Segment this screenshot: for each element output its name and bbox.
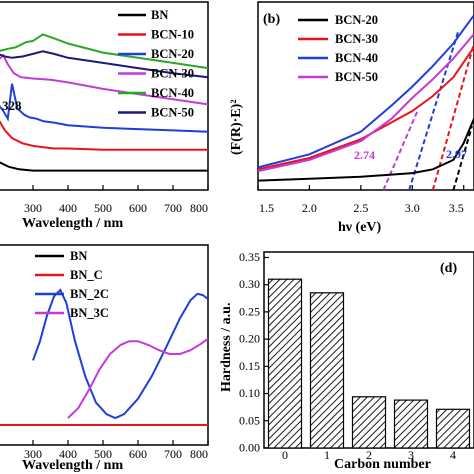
panel-b-series [257, 14, 474, 182]
panel-a-legend-label-bcn-50: BCN-50 [151, 106, 194, 120]
panel-a-series-line-bcn-30 [0, 53, 209, 106]
panel-d-x-tick-label: 2 [366, 448, 372, 462]
panel-b-x-tick-label: 2.5 [353, 201, 368, 215]
panel-b-label: (b) [263, 12, 280, 27]
panel-c-x-tick-label: 800 [190, 447, 208, 461]
panel-d-bar-1 [309, 292, 345, 449]
panel-c-x-axis-title: Wavelength / nm [22, 458, 123, 473]
panel-d-y-tick-label: 0.35 [239, 250, 260, 264]
panel-c-legend: BN BN_C BN_2C BN_3C [35, 249, 109, 320]
panel-d: (d) 0.00 0.05 0.10 0.15 0.20 0.25 0.30 0.35 0 1 2… [219, 250, 474, 472]
panel-d-y-tick-label: 0.05 [239, 413, 260, 427]
panel-a-series [0, 33, 209, 172]
panel-d-y-tick-label: 0.25 [239, 304, 260, 318]
panel-d-x-tick-label: 0 [282, 448, 288, 462]
panel-b-x-tick-label: 3.5 [449, 201, 464, 215]
panel-b-y-axis-title: (F(R)·E)² [229, 99, 244, 155]
panel-a-series-line-bcn-40 [0, 33, 209, 70]
panel-d-bar-2 [351, 396, 387, 449]
panel-b-x-ticks: 1.5 2.0 2.5 3.0 3.5 [257, 185, 465, 215]
panel-d-y-tick-label: 0.00 [239, 441, 260, 455]
panel-b-series-line-bcn-50 [257, 33, 474, 173]
panel-b-tangent-line [431, 43, 474, 191]
panel-c-legend-label-bn-2c: BN_2C [70, 287, 109, 301]
panel-a-series-line-bcn-50 [0, 50, 209, 79]
panel-b-legend-label-bcn-50: BCN-50 [335, 70, 378, 84]
panel-b-series-line-bcn-40 [257, 14, 474, 169]
panel-a-x-tick-label: 500 [94, 201, 112, 215]
panel-b-x-axis-title: hν (eV) [338, 220, 382, 235]
panel-b-annotation-274: 2.74 [354, 148, 375, 162]
panel-c-frame [0, 244, 209, 446]
panel-a-x-tick-label: 400 [59, 201, 77, 215]
panel-d-x-axis-title: Carbon number [334, 457, 431, 472]
panel-b-series-line-bcn-20 [257, 118, 474, 182]
panel-d-label: (d) [440, 261, 457, 276]
panel-b-tangent-line [382, 110, 419, 191]
panel-b-legend-label-bcn-30: BCN-30 [335, 32, 378, 46]
panel-c-series [0, 288, 209, 426]
panel-c-legend-label-bn-c: BN_C [70, 268, 103, 282]
panel-a-x-tick-label: 700 [164, 201, 182, 215]
panel-a-series-line-bcn-10 [0, 120, 208, 151]
panel-c-series-line-bn-2c [32, 288, 209, 420]
panel-b-x-tick-label: 2.0 [302, 201, 317, 215]
panel-b-legend: BCN-20 BCN-30 BCN-40 BCN-50 [298, 13, 378, 84]
panel-c-x-tick-label: 400 [59, 447, 77, 461]
panel-c-x-ticks: 300 400 500 600 700 800 [24, 440, 209, 461]
panel-b-tangent-lines [382, 29, 474, 191]
panel-a-x-tick-label: 300 [24, 201, 42, 215]
panel-b-legend-label-bcn-20: BCN-20 [335, 13, 378, 27]
panel-a-x-tick-label: 800 [190, 201, 208, 215]
panel-a-x-tick-label: 600 [129, 201, 147, 215]
panel-c-x-tick-label: 600 [129, 447, 147, 461]
panel-d-bar-3 [393, 399, 429, 449]
panel-a-legend-label-bcn-10: BCN-10 [151, 28, 194, 42]
panel-a-annotation-328: 328 [2, 98, 22, 113]
panel-b-series-line-bcn-30 [257, 46, 474, 171]
panel-d-y-axis-title: Hardness / a.u. [219, 303, 234, 392]
panel-a-series-line-bn [0, 161, 208, 172]
panel-b-frame [257, 1, 474, 191]
panel-d-bars [267, 278, 471, 449]
panel-c-x-tick-label: 300 [24, 447, 42, 461]
panel-c-x-tick-label: 700 [164, 447, 182, 461]
panel-d-x-tick-label: 4 [450, 448, 456, 462]
panel-c-series-line-bn-3c [67, 337, 209, 419]
panel-b-annotation-297: 2.97 [446, 147, 467, 161]
panel-d-x-ticks: 0 1 2 3 4 [282, 448, 456, 462]
panel-c-legend-label-bn: BN [70, 249, 87, 263]
panel-d-x-tick-label: 1 [324, 448, 330, 462]
panel-d-bar-4 [435, 408, 471, 449]
panel-c-x-tick-label: 500 [94, 447, 112, 461]
panel-a-x-ticks: 300 400 500 600 700 800 [24, 185, 209, 215]
panel-d-y-tick-label: 0.20 [239, 332, 260, 346]
panel-a-legend-label-bcn-40: BCN-40 [151, 86, 194, 100]
panel-b-legend-label-bcn-40: BCN-40 [335, 51, 378, 65]
panel-a-legend: BN BCN-10 BCN-20 BCN-30 BCN-40 BCN-50 [118, 8, 194, 120]
panel-d-y-ticks: 0.00 0.05 0.10 0.15 0.20 0.25 0.30 0.35 [239, 250, 269, 455]
panel-b-x-tick-label: 3.0 [405, 201, 420, 215]
panel-d-x-tick-label: 3 [408, 448, 414, 462]
panel-a-legend-label-bcn-30: BCN-30 [151, 67, 194, 81]
panel-a: BN BCN-10 BCN-20 BCN-30 BCN-40 BCN-50 300 400 5… [0, 1, 209, 231]
panel-d-bar-0 [267, 278, 303, 449]
panel-b-x-tick-label: 1.5 [259, 201, 274, 215]
panel-a-legend-label-bcn-20: BCN-20 [151, 47, 194, 61]
panel-c: BN BN_C BN_2C BN_3C 300 400 500 600 700 800 Wave… [0, 244, 209, 473]
panel-a-x-axis-title: Wavelength / nm [22, 216, 123, 231]
panel-d-y-tick-label: 0.10 [239, 386, 260, 400]
panel-b-tangent-line [408, 29, 460, 191]
panel-d-y-tick-label: 0.15 [239, 359, 260, 373]
panel-a-legend-label-bn: BN [151, 8, 168, 22]
panel-a-series-line-bcn-20 [0, 83, 209, 133]
panel-d-y-tick-label: 0.30 [239, 277, 260, 291]
panel-b-tangent-line [452, 125, 473, 191]
panel-b: (b) BCN-20 BCN-30 BCN-40 BCN-50 2.74 2.97 1… [229, 1, 474, 235]
panel-c-legend-label-bn-3c: BN_3C [70, 306, 109, 320]
